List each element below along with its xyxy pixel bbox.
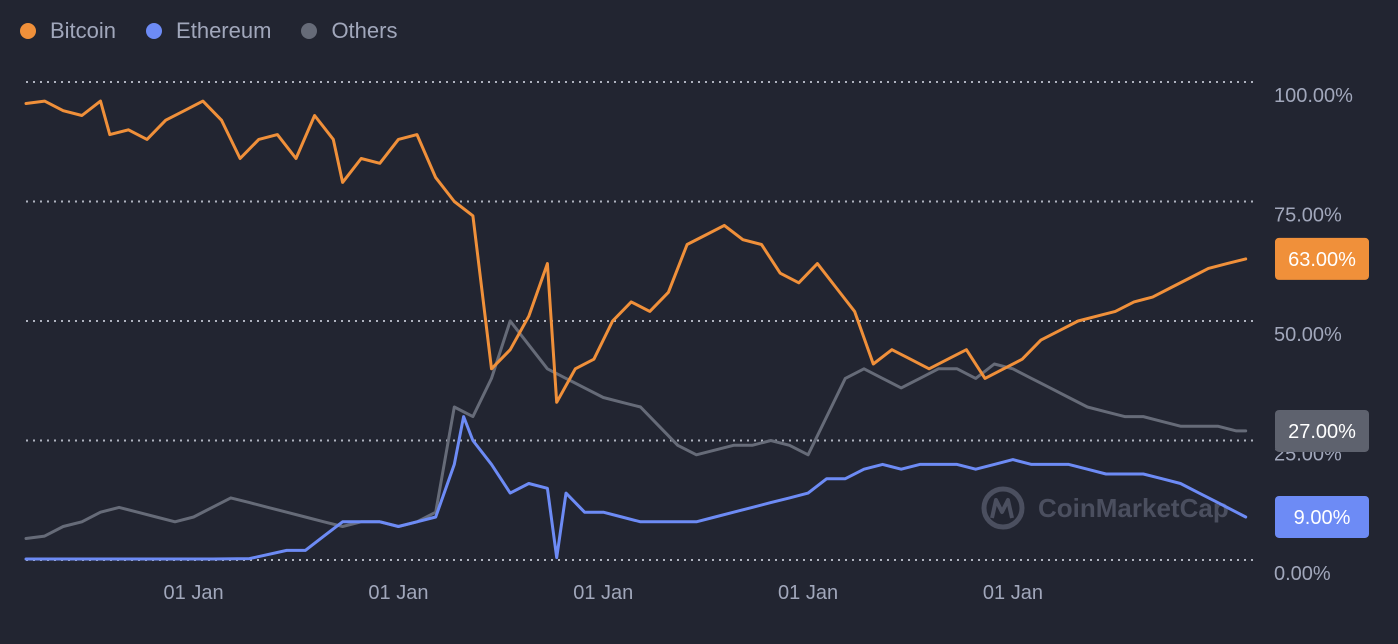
grid-lines [26,81,1255,561]
value-badge-ethereum: 9.00% [1275,495,1369,538]
value-badge-label: 9.00% [1294,507,1351,529]
value-badge-others: 27.00% [1275,409,1369,452]
series-line-ethereum [24,415,1248,561]
series-lines [24,99,1248,561]
value-badge-bitcoin: 63.00% [1275,237,1369,280]
x-axis-ticks: 01 Jan 01 Jan 01 Jan 01 Jan 01 Jan [164,582,1043,604]
chart-legend: Bitcoin Ethereum Others [20,18,397,44]
series-line-bitcoin [24,99,1248,404]
value-badge-bg [1275,495,1369,538]
y-tick-label: 100.00% [1274,85,1353,107]
y-tick-label: 50.00% [1274,324,1342,346]
legend-item-bitcoin[interactable]: Bitcoin [20,18,116,44]
x-tick-label: 01 Jan [164,582,224,604]
watermark-text: CoinMarketCap [1038,493,1229,523]
legend-item-ethereum[interactable]: Ethereum [146,18,271,44]
coinmarketcap-logo-icon [981,486,1025,530]
value-badge-bg [1275,237,1369,280]
legend-dot-ethereum [146,23,163,39]
y-tick-label: 0.00% [1274,563,1331,585]
current-value-badges: 63.00% 27.00% 9.00% [1275,237,1369,538]
legend-dot-bitcoin [20,23,36,39]
y-tick-label: 75.00% [1274,205,1342,227]
legend-item-others[interactable]: Others [301,18,397,44]
value-badge-label: 27.00% [1288,421,1356,443]
legend-label-ethereum: Ethereum [176,18,272,43]
legend-label-others: Others [331,18,398,43]
legend-dot-others [301,23,318,39]
value-badge-label: 63.00% [1288,249,1356,271]
value-badge-bg [1275,409,1369,452]
x-tick-label: 01 Jan [368,582,428,604]
x-tick-label: 01 Jan [573,582,633,604]
x-tick-label: 01 Jan [983,582,1043,604]
x-tick-label: 01 Jan [778,582,838,604]
series-line-others [24,319,1248,540]
watermark: CoinMarketCap [981,486,1229,530]
legend-label-bitcoin: Bitcoin [50,18,117,43]
